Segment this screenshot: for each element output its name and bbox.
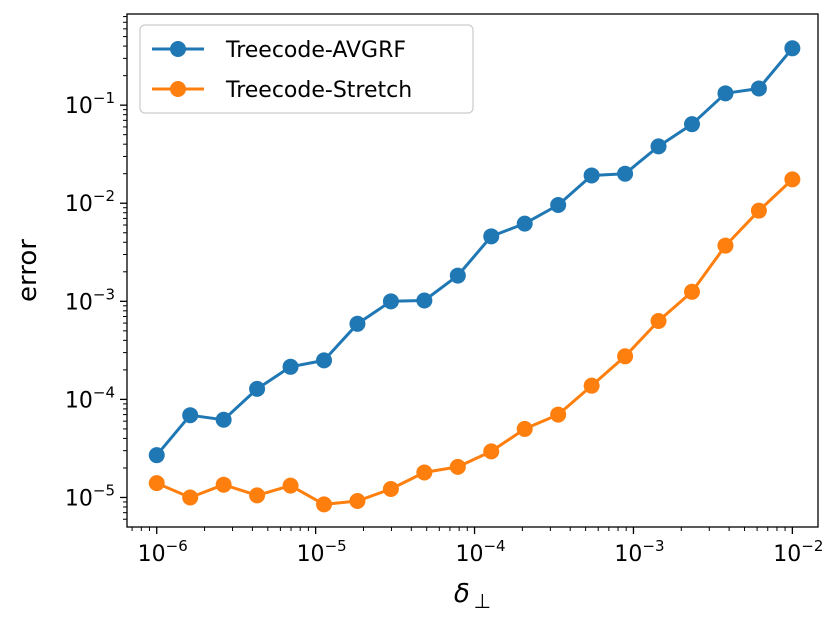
x-tick-label: 10−3 [614, 537, 664, 567]
legend-label: Treecode-Stretch [225, 78, 412, 103]
series-line [156, 178, 794, 506]
data-point [249, 380, 266, 397]
data-point [717, 237, 734, 254]
x-tick-label: 10−2 [773, 537, 823, 567]
data-point [316, 352, 333, 369]
data-point [249, 487, 266, 504]
data-point [349, 493, 366, 510]
data-point [483, 228, 500, 245]
legend-box [139, 24, 474, 114]
x-tick-label: 10−5 [297, 537, 347, 567]
data-point [148, 447, 165, 464]
data-point [516, 215, 533, 232]
data-point [583, 377, 600, 394]
data-point [516, 420, 533, 437]
y-tick-label: 10−5 [65, 481, 115, 511]
data-point [617, 348, 634, 365]
data-point [684, 116, 701, 133]
plot-frame [126, 13, 819, 528]
legend-item: Treecode-AVGRF [152, 38, 406, 63]
data-point [316, 496, 333, 513]
data-point [416, 292, 433, 309]
legend-item: Treecode-Stretch [152, 78, 412, 103]
legend: Treecode-AVGRF Treecode-Stretch [139, 24, 474, 114]
data-point [449, 458, 466, 475]
y-tick-label: 10−3 [65, 285, 115, 315]
data-point [750, 202, 767, 219]
data-point [483, 443, 500, 460]
data-point [382, 481, 399, 498]
legend-label: Treecode-AVGRF [225, 38, 406, 63]
data-point [215, 476, 232, 493]
data-point [282, 358, 299, 375]
data-point [416, 464, 433, 481]
data-point [717, 85, 734, 102]
data-point [650, 138, 667, 155]
data-point [784, 40, 801, 57]
data-point [784, 171, 801, 188]
data-point [449, 267, 466, 284]
data-point [684, 283, 701, 300]
y-tick-label: 10−1 [65, 89, 115, 119]
y-axis-label: error [13, 239, 43, 302]
tick-labels: 10−6 10−5 10−4 10−3 10−2 10−5 10−4 10−3 10−2 10−1 [65, 89, 824, 567]
minor-ticks [123, 16, 786, 531]
data-point [282, 477, 299, 494]
legend-marker [170, 41, 186, 57]
x-tick-label: 10−4 [455, 537, 505, 567]
legend-marker [170, 81, 186, 97]
data-point [182, 489, 199, 506]
data-point [650, 312, 667, 329]
data-point [182, 407, 199, 424]
series-1 [148, 40, 801, 464]
x-tick-label: 10−6 [138, 537, 188, 567]
data-point [382, 293, 399, 310]
data-point [349, 315, 366, 332]
data-point [215, 411, 232, 428]
series-2 [148, 171, 801, 513]
data-point [750, 80, 767, 97]
x-axis-label: δ ⊥ [454, 579, 491, 613]
y-tick-label: 10−4 [65, 383, 115, 413]
data-point [148, 475, 165, 492]
data-point [550, 406, 567, 423]
major-ticks [120, 104, 794, 534]
series-layer [148, 40, 801, 513]
data-point [583, 167, 600, 184]
data-point [550, 196, 567, 213]
y-tick-label: 10−2 [65, 187, 115, 217]
data-point [617, 165, 634, 182]
